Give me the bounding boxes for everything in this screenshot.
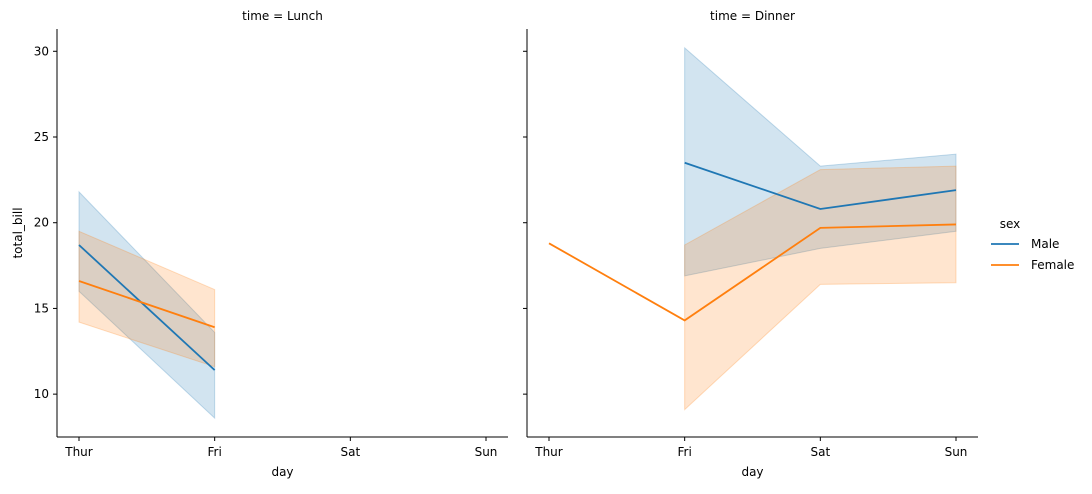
series-line-female — [548, 223, 957, 322]
x-tick-label: Thur — [534, 445, 563, 459]
panel-title: time = Dinner — [710, 9, 795, 23]
y-axis-label: total_bill — [11, 207, 25, 258]
panels-layer: time = Lunch Thur Fri Sat Sun day 10 15 20 25 30 to… — [11, 9, 978, 479]
ci-band-female — [78, 230, 216, 368]
legend-title: sex — [1000, 217, 1021, 231]
legend-label: Female — [1031, 258, 1074, 272]
series-line-male — [684, 161, 957, 210]
x-tick-label: Sat — [810, 445, 830, 459]
series-line-male — [78, 244, 216, 371]
y-tick-label: 15 — [34, 301, 49, 315]
ci-band-male — [684, 46, 957, 277]
x-axis-label: day — [741, 465, 763, 479]
panel-dinner: time = Dinner Thur Fri Sat Sun day — [523, 9, 978, 479]
x-tick-label: Thur — [64, 445, 93, 459]
x-tick-label: Sun — [945, 445, 968, 459]
x-tick-label: Sat — [340, 445, 360, 459]
y-tick-label: 10 — [34, 387, 49, 401]
y-tick-label: 20 — [34, 216, 49, 230]
x-axis-label: day — [271, 465, 293, 479]
legend-item-male: Male — [991, 237, 1059, 251]
x-tick-label: Sun — [475, 445, 498, 459]
y-tick-label: 30 — [34, 44, 49, 58]
legend-item-female: Female — [991, 258, 1074, 272]
legend-entries: Male Female — [991, 237, 1074, 272]
legend-label: Male — [1031, 237, 1059, 251]
panel-lunch: time = Lunch Thur Fri Sat Sun day 10 15 20 25 30 to… — [11, 9, 508, 479]
x-tick-label: Fri — [678, 445, 692, 459]
panel-title: time = Lunch — [242, 9, 323, 23]
series-line-female — [78, 280, 215, 329]
y-tick-label: 25 — [34, 130, 49, 144]
legend: sex Male Female — [991, 217, 1074, 272]
x-tick-label: Fri — [208, 445, 222, 459]
